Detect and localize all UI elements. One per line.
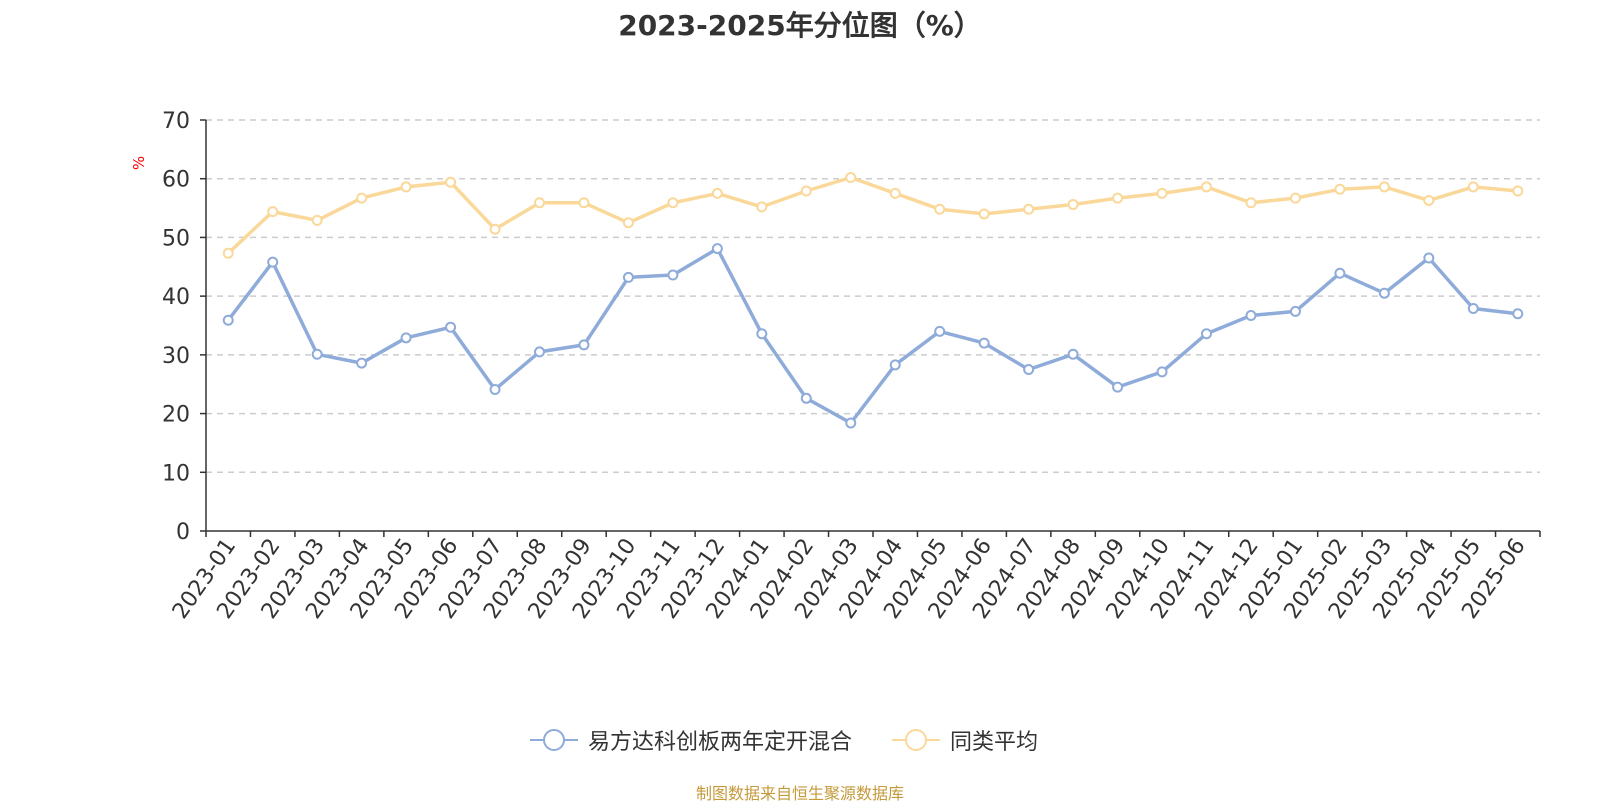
data-point[interactable]	[934, 325, 946, 337]
y-tick-label: 40	[162, 285, 190, 310]
data-point[interactable]	[534, 197, 545, 209]
data-point[interactable]	[578, 339, 590, 351]
data-point[interactable]	[622, 217, 634, 229]
data-point[interactable]	[756, 328, 768, 340]
y-tick-label: 0	[176, 520, 190, 545]
data-point[interactable]	[400, 181, 412, 193]
data-point[interactable]	[1156, 187, 1168, 199]
data-point[interactable]	[1067, 199, 1079, 211]
data-point[interactable]	[711, 187, 723, 199]
data-point[interactable]	[845, 417, 857, 429]
data-point[interactable]	[1423, 252, 1435, 264]
y-tick-labels: 0 10 20 30 40 50 60 70	[162, 109, 190, 545]
series-lines	[222, 172, 1524, 429]
x-tick-labels: 2023-012023-022023-032023-042023-052023-…	[168, 534, 1531, 624]
data-point[interactable]	[445, 321, 457, 333]
data-point[interactable]	[267, 256, 279, 268]
data-point[interactable]	[1201, 181, 1212, 193]
y-tick-label: 50	[162, 226, 190, 251]
series-1	[222, 172, 1524, 259]
data-point[interactable]	[1512, 185, 1524, 197]
y-tick-label: 70	[162, 109, 190, 134]
data-point[interactable]	[534, 346, 545, 358]
data-point[interactable]	[1289, 192, 1301, 204]
data-point[interactable]	[711, 243, 723, 255]
data-point[interactable]	[978, 208, 990, 220]
data-point[interactable]	[934, 203, 946, 215]
grid-lines	[206, 119, 1540, 474]
chart-title: 2023-2025年分位图（%）	[618, 9, 982, 42]
data-point[interactable]	[845, 172, 857, 184]
y-tick-label: 20	[162, 403, 190, 428]
data-point[interactable]	[1067, 348, 1079, 360]
data-point[interactable]	[1334, 267, 1346, 279]
axes	[200, 119, 1541, 537]
y-axis-label: %	[130, 156, 148, 170]
data-point[interactable]	[1334, 183, 1346, 195]
data-point[interactable]	[1423, 194, 1435, 206]
data-point[interactable]	[489, 223, 501, 235]
data-point[interactable]	[311, 214, 323, 226]
data-point[interactable]	[356, 192, 368, 204]
legend-fund-label: 易方达科创板两年定开混合	[588, 730, 853, 755]
legend-item-fund[interactable]: 易方达科创板两年定开混合	[530, 724, 852, 756]
legend-item-average[interactable]: 同类平均	[892, 724, 1038, 756]
data-point[interactable]	[1023, 364, 1035, 376]
data-point[interactable]	[1023, 203, 1035, 215]
data-point[interactable]	[800, 392, 812, 404]
data-point[interactable]	[1112, 192, 1124, 204]
data-point[interactable]	[622, 271, 634, 283]
data-point[interactable]	[1467, 302, 1479, 314]
data-point[interactable]	[889, 187, 901, 199]
data-point[interactable]	[222, 247, 234, 259]
data-point[interactable]	[1245, 197, 1257, 209]
series-line	[226, 246, 1519, 425]
data-point[interactable]	[1378, 287, 1390, 299]
legend-fund-icon	[530, 729, 578, 751]
data-point[interactable]	[667, 269, 679, 281]
data-point[interactable]	[578, 197, 590, 209]
data-point[interactable]	[267, 206, 279, 218]
data-point[interactable]	[222, 314, 234, 326]
legend-average-label: 同类平均	[950, 730, 1039, 755]
data-point[interactable]	[667, 197, 679, 209]
y-tick-label: 10	[162, 461, 190, 486]
data-point[interactable]	[1289, 305, 1301, 317]
data-point[interactable]	[400, 332, 412, 344]
y-tick-label: 60	[162, 168, 190, 193]
data-point[interactable]	[756, 201, 768, 213]
data-point[interactable]	[800, 185, 812, 197]
data-point[interactable]	[489, 383, 501, 395]
data-point[interactable]	[311, 348, 323, 360]
data-point[interactable]	[1245, 310, 1257, 322]
data-point[interactable]	[1156, 366, 1168, 378]
data-point[interactable]	[1112, 381, 1124, 393]
data-point[interactable]	[1378, 181, 1390, 193]
data-point[interactable]	[1467, 181, 1479, 193]
data-point[interactable]	[1201, 328, 1212, 340]
data-point[interactable]	[445, 176, 457, 188]
y-tick-label: 30	[162, 344, 190, 369]
legend-average-icon	[892, 729, 940, 751]
data-point[interactable]	[356, 357, 368, 369]
data-point[interactable]	[1512, 308, 1524, 320]
data-point[interactable]	[978, 337, 990, 349]
series-line	[227, 175, 1518, 255]
series-0	[222, 243, 1524, 429]
data-source-footer: 制图数据来自恒生聚源数据库	[695, 784, 904, 803]
data-point[interactable]	[889, 359, 901, 371]
